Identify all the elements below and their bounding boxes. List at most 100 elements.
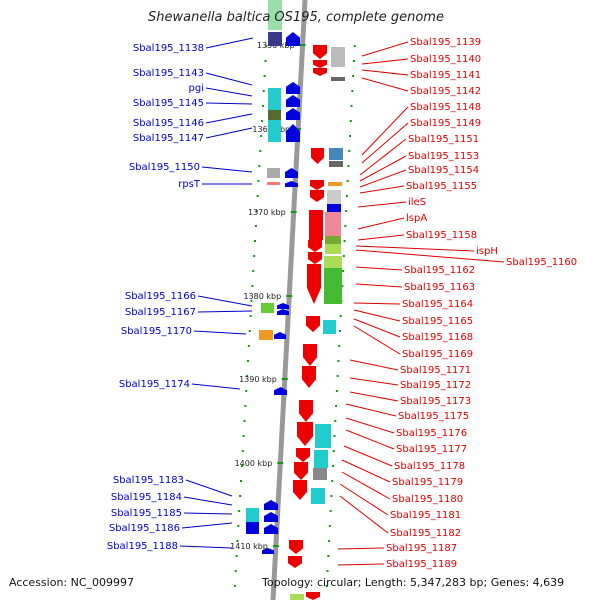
left-gene-label: Sbal195_1150 bbox=[129, 162, 253, 173]
ring-dot bbox=[243, 420, 246, 422]
ring-dot bbox=[240, 480, 242, 482]
ring-dot bbox=[349, 135, 352, 137]
leader-line bbox=[205, 127, 253, 139]
ring-dot bbox=[245, 390, 248, 392]
ring-dot bbox=[247, 360, 249, 362]
left-gene-label: Sbal195_1183 bbox=[113, 475, 233, 497]
right-gene-label: Sbal195_1142 bbox=[361, 77, 481, 97]
left-gene-label: Sbal195_1186 bbox=[109, 522, 233, 534]
cog-box bbox=[290, 594, 304, 600]
left-gene-label: Sbal195_1166 bbox=[125, 291, 253, 307]
gene-arrow-reverse bbox=[313, 68, 327, 76]
ring-dot bbox=[252, 270, 255, 272]
gene-label: Sbal195_1138 bbox=[133, 43, 204, 54]
gene-label: Sbal195_1181 bbox=[390, 510, 461, 521]
right-gene-label: Sbal195_1177 bbox=[345, 429, 467, 455]
left-gene-label: Sbal195_1170 bbox=[121, 326, 247, 337]
cog-box bbox=[325, 212, 341, 236]
leader-line bbox=[205, 113, 253, 124]
ring-dot bbox=[233, 585, 236, 587]
gene-label: Sbal195_1172 bbox=[400, 380, 471, 391]
ring-dot bbox=[344, 225, 347, 227]
left-gene-label: Sbal195_1184 bbox=[111, 492, 233, 506]
genome-info-text: Topology: circular; Length: 5,347,283 bp… bbox=[262, 576, 565, 589]
cog-box bbox=[268, 32, 282, 46]
right-gene-label: Sbal195_1149 bbox=[361, 118, 481, 164]
gene-arrow-forward bbox=[264, 500, 278, 510]
gene-label: Sbal195_1158 bbox=[406, 230, 477, 241]
cog-box bbox=[327, 190, 341, 204]
kbp-tick bbox=[286, 295, 293, 297]
ring-dot bbox=[352, 60, 355, 62]
gene-label: Sbal195_1178 bbox=[394, 461, 465, 472]
right-gene-label: Sbal195_1140 bbox=[361, 54, 481, 65]
ring-dot bbox=[338, 330, 341, 332]
leader-line bbox=[197, 310, 253, 313]
leader-line bbox=[353, 309, 401, 322]
gene-label: Sbal195_1149 bbox=[410, 118, 481, 129]
gene-label: Sbal195_1164 bbox=[402, 299, 473, 310]
ring-dot bbox=[343, 240, 346, 242]
leader-line bbox=[357, 217, 405, 230]
gene-arrow-forward bbox=[264, 524, 278, 534]
right-gene-label: ispH bbox=[355, 245, 498, 257]
ring-dot bbox=[339, 315, 342, 317]
cog-box bbox=[314, 450, 328, 468]
gene-label: Sbal195_1155 bbox=[406, 181, 477, 192]
gene-label: Sbal195_1176 bbox=[396, 428, 467, 439]
gene-arrow-forward bbox=[286, 32, 300, 46]
left-gene-label: Sbal195_1147 bbox=[133, 127, 253, 144]
gene-label: Sbal195_1189 bbox=[386, 559, 457, 570]
gene-arrow-reverse bbox=[313, 45, 327, 59]
gene-label: Sbal195_1139 bbox=[410, 37, 481, 48]
gene-label: Sbal195_1185 bbox=[111, 508, 182, 519]
gene-arrow-reverse bbox=[307, 264, 321, 304]
leader-line bbox=[181, 522, 233, 529]
right-gene-label: Sbal195_1164 bbox=[353, 299, 473, 310]
ring-dot bbox=[334, 420, 337, 422]
ring-dot bbox=[239, 495, 242, 497]
ring-dot bbox=[240, 465, 243, 467]
left-gene-label: Sbal195_1174 bbox=[119, 379, 241, 390]
ring-dot bbox=[352, 75, 355, 77]
leader-line bbox=[349, 359, 399, 371]
gene-label: Sbal195_1150 bbox=[129, 162, 200, 173]
gene-arrow-reverse bbox=[306, 316, 320, 332]
gene-arrow-reverse bbox=[308, 240, 322, 252]
gene-label: Sbal195_1187 bbox=[386, 543, 457, 554]
leader-line bbox=[359, 155, 407, 182]
ring-dot bbox=[350, 105, 353, 107]
kbp-tick bbox=[281, 378, 288, 380]
kbp-label: 1410 kbp bbox=[230, 542, 268, 551]
leader-line bbox=[359, 185, 405, 194]
ring-dot bbox=[255, 210, 258, 212]
gene-label: Sbal195_1174 bbox=[119, 379, 190, 390]
leader-line bbox=[361, 106, 409, 156]
cog-box bbox=[324, 256, 342, 268]
ring-dot bbox=[351, 90, 354, 92]
gene-label: ispH bbox=[476, 246, 498, 257]
gene-arrow-reverse bbox=[296, 448, 310, 462]
gene-label: Sbal195_1160 bbox=[506, 257, 577, 268]
cog-box bbox=[267, 168, 280, 178]
cog-box bbox=[325, 244, 341, 254]
ring-dot bbox=[261, 120, 263, 122]
kbp-tick bbox=[277, 462, 284, 464]
ring-dot bbox=[256, 195, 259, 197]
right-gene-label: Sbal195_1175 bbox=[345, 403, 469, 422]
leader-line bbox=[361, 58, 409, 65]
gene-label: Sbal195_1171 bbox=[400, 365, 471, 376]
gene-label: Sbal195_1142 bbox=[410, 86, 481, 97]
right-gene-label: Sbal195_1151 bbox=[359, 134, 479, 176]
leader-line bbox=[345, 403, 397, 417]
leader-line bbox=[355, 245, 475, 252]
right-gene-label: Sbal195_1155 bbox=[359, 181, 477, 194]
gene-arrow-reverse bbox=[313, 60, 327, 68]
right-gene-label: Sbal195_1173 bbox=[349, 391, 471, 407]
ring-dot bbox=[257, 180, 260, 182]
ring-dot bbox=[345, 210, 348, 212]
ring-dot bbox=[246, 375, 249, 377]
left-gene-label: Sbal195_1143 bbox=[133, 68, 253, 86]
leader-line bbox=[357, 201, 407, 208]
ring-dot bbox=[349, 120, 352, 122]
